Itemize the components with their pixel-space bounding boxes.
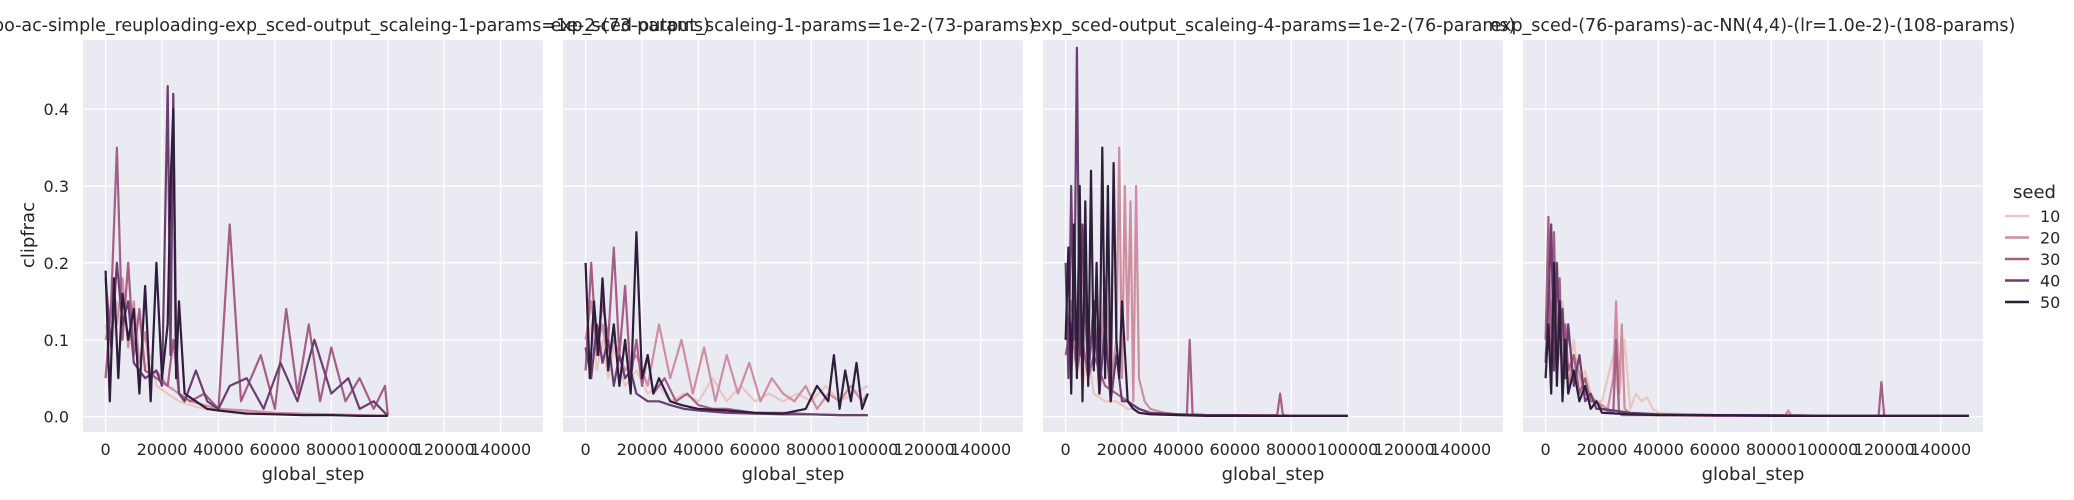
x-tick-label: 100000 <box>357 440 418 459</box>
x-tick-label: 80000 <box>786 440 837 459</box>
legend-label-seed-40: 40 <box>2040 272 2060 291</box>
panel-title: FL-alt-qppo-ac-simple_reuploading-exp_sc… <box>0 16 710 36</box>
x-tick-label: 40000 <box>193 440 244 459</box>
panel-1-background <box>83 40 543 432</box>
series-line-seed-30 <box>1544 215 1969 417</box>
y-axis-label: clipfrac <box>18 202 39 268</box>
y-tick-label: 0.3 <box>44 177 69 196</box>
x-tick-label: 140000 <box>470 440 531 459</box>
x-tick-label: 0 <box>580 440 590 459</box>
x-tick-label: 40000 <box>1633 440 1684 459</box>
x-tick-label: 0 <box>1060 440 1070 459</box>
x-tick-label: 40000 <box>673 440 724 459</box>
x-tick-label: 140000 <box>1910 440 1971 459</box>
x-tick-label: 60000 <box>1209 440 1260 459</box>
legend-label-seed-30: 30 <box>2040 250 2060 269</box>
x-tick-label: 60000 <box>1689 440 1740 459</box>
x-tick-label: 120000 <box>414 440 475 459</box>
x-tick-label: 20000 <box>1097 440 1148 459</box>
legend-title: seed <box>2013 182 2056 203</box>
x-tick-label: 120000 <box>1854 440 1915 459</box>
panel-title: exp_sced-output_scaleing-1-params=1e-2-(… <box>551 16 1036 36</box>
series-line-seed-40 <box>104 85 389 417</box>
x-axis-label: global_step <box>1702 464 1805 485</box>
x-axis-label: global_step <box>1222 464 1325 485</box>
x-tick-label: 100000 <box>1317 440 1378 459</box>
legend-entries: 10 20 30 40 50 <box>2005 207 2060 312</box>
x-tick-label: 60000 <box>249 440 300 459</box>
x-tick-label: 20000 <box>1577 440 1628 459</box>
x-tick-label: 140000 <box>950 440 1011 459</box>
x-tick-label: 20000 <box>137 440 188 459</box>
legend-label-seed-20: 20 <box>2040 229 2060 248</box>
x-tick-label: 120000 <box>1374 440 1435 459</box>
series-line-seed-50 <box>1064 146 1348 417</box>
series-line-seed-50 <box>104 108 388 417</box>
x-tick-label: 0 <box>100 440 110 459</box>
series-line-seed-50 <box>1544 261 1969 417</box>
series-line-seed-10 <box>584 323 869 403</box>
x-tick-label: 60000 <box>729 440 780 459</box>
x-tick-label: 80000 <box>1746 440 1797 459</box>
y-tick-label: 0.4 <box>44 100 69 119</box>
x-tick-label: 0 <box>1540 440 1550 459</box>
panel-title: exp_sced-output_scaleing-4-params=1e-2-(… <box>1031 16 1516 36</box>
x-tick-label: 80000 <box>1266 440 1317 459</box>
x-tick-label: 20000 <box>617 440 668 459</box>
x-tick-label: 140000 <box>1430 440 1491 459</box>
x-axis-label: global_step <box>742 464 845 485</box>
panels: 0 20000 40000 60000 80000 1000001200001400000… <box>0 16 2015 485</box>
x-tick-label: 40000 <box>1153 440 1204 459</box>
series-line-seed-50 <box>584 231 869 415</box>
x-axis-label: global_step <box>262 464 365 485</box>
x-tick-label: 120000 <box>894 440 955 459</box>
y-tick-label: 0.1 <box>44 331 69 350</box>
legend: seed 10 20 30 40 50 <box>2005 182 2060 312</box>
y-tick-label: 0.0 <box>44 408 69 427</box>
legend-label-seed-10: 10 <box>2040 207 2060 226</box>
y-tick-label: 0.2 <box>44 254 69 273</box>
panel-title: exp_sced-(76-params)-ac-NN(4,4)-(lr=1.0e… <box>1491 16 2016 36</box>
legend-label-seed-50: 50 <box>2040 293 2060 312</box>
panel-4-background <box>1523 40 1983 432</box>
x-tick-label: 80000 <box>306 440 357 459</box>
x-tick-label: 100000 <box>1797 440 1858 459</box>
x-tick-label: 100000 <box>837 440 898 459</box>
